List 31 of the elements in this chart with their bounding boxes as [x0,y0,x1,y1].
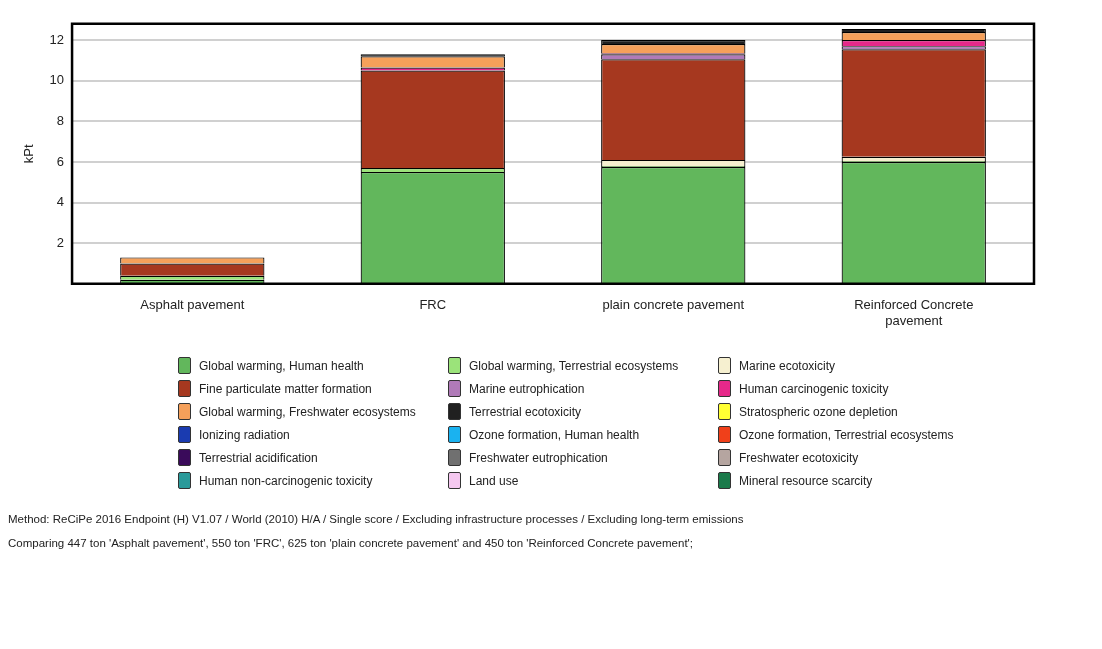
y-tick-label: 10 [49,72,65,88]
y-tick-label: 2 [56,234,65,250]
y-axis-title: kPt [21,144,37,164]
y-tick-label: 4 [56,194,65,210]
y-tick-label: 12 [49,31,65,47]
legend-label: Freshwater ecotoxicity [739,450,859,465]
legend-label: Marine eutrophication [469,381,585,396]
legend-label: Ionizing radiation [199,427,290,442]
y-tick-label: 6 [56,153,65,169]
x-tick-label: FRC [419,297,447,313]
x-tick-label: Asphalt pavement [140,297,245,313]
text: Method: ReCiPe 2016 Endpoint (H) V1.07 / World (2010) H/A / Single score / Excluding infrastructure processes / Excluding long-term emissions [8,512,745,527]
legend-label: Global warming, Terrestrial ecosystems [469,358,679,373]
legend-label: Human non-carcinogenic toxicity [199,473,373,488]
legend-label: Land use [469,473,519,488]
legend-label: Global warming, Human health [199,358,364,373]
x-tick-label: Reinforced Concrete pavement [854,297,974,328]
x-tick-label: plain concrete pavement [602,297,745,313]
y-tick-label: 8 [56,112,65,128]
text: Comparing 447 ton 'Asphalt pavement', 550 ton 'FRC', 625 ton 'plain concrete pavement' and 450 ton 'Reinforced Concrete pavement'; [8,536,694,551]
legend-label: Global warming, Freshwater ecosystems [199,404,416,419]
legend-label: Marine ecotoxicity [739,358,836,373]
legend-label: Terrestrial acidification [199,450,318,465]
legend-label: Stratospheric ozone depletion [739,404,898,419]
legend-label: Human carcinogenic toxicity [739,381,889,396]
legend-label: Mineral resource scarcity [739,473,873,488]
legend-label: Freshwater eutrophication [469,450,608,465]
legend-label: Terrestrial ecotoxicity [469,404,582,419]
legend-label: Fine particulate matter formation [199,381,372,396]
legend-label: Ozone formation, Human health [469,427,640,442]
legend-label: Ozone formation, Terrestrial ecosystems [739,427,954,442]
